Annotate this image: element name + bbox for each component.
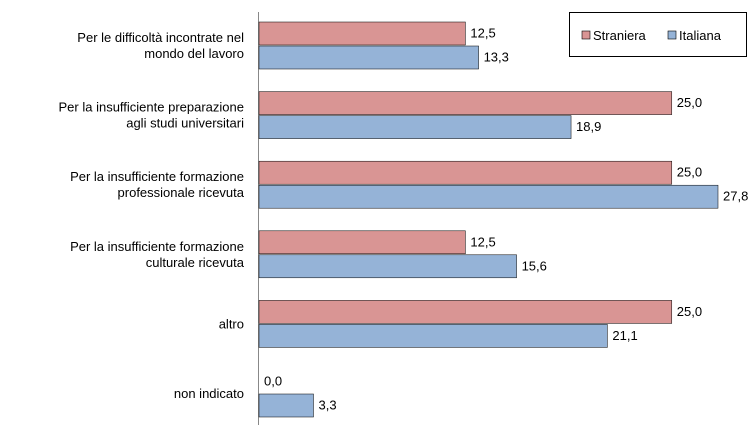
- legend-frame: [569, 12, 747, 57]
- value-label-straniera: 0,0: [264, 374, 282, 389]
- bar-italiana: [258, 115, 572, 139]
- value-label-straniera: 25,0: [677, 304, 702, 319]
- bar-italiana: [258, 254, 517, 279]
- value-label-italiana: 15,6: [522, 258, 547, 273]
- legend-label-straniera: Straniera: [593, 28, 647, 43]
- bar-straniera: [258, 91, 673, 115]
- legend-swatch-straniera: [581, 30, 591, 40]
- category-label-line: mondo del lavoro: [144, 46, 244, 61]
- bar-straniera: [258, 230, 466, 255]
- value-label-italiana: 27,8: [723, 189, 748, 204]
- category-label: Per la insufficiente formazione professio…: [70, 169, 245, 200]
- value-label-straniera: 12,5: [470, 234, 495, 249]
- category-label-line: Per la insufficiente formazione: [70, 239, 244, 254]
- legend-swatch-italiana: [667, 30, 677, 40]
- category-label: Per la insufficiente formazione culturale…: [70, 239, 245, 270]
- category-label: Per le difficoltà incontrate nel mondo de…: [77, 30, 244, 61]
- category-label: non indicato: [174, 386, 244, 401]
- category-label-line: culturale ricevuta: [146, 255, 245, 270]
- category-label-line: agli studi universitari: [126, 116, 244, 131]
- category-label-line: Per la insufficiente formazione: [70, 169, 244, 184]
- legend-label-italiana: Italiana: [679, 28, 722, 43]
- category-label-line: Per le difficoltà incontrate nel: [77, 30, 244, 45]
- legend: Straniera Italiana: [569, 12, 747, 57]
- category-label-line: Per la insufficiente preparazione: [59, 100, 245, 115]
- value-label-italiana: 13,3: [484, 50, 509, 65]
- bar-italiana: [258, 324, 608, 348]
- value-label-italiana: 3,3: [318, 398, 336, 413]
- bar-italiana: [258, 184, 719, 209]
- bar-straniera: [258, 160, 673, 185]
- category-label: Per la insufficiente preparazione agli st…: [59, 100, 245, 131]
- value-label-straniera: 12,5: [470, 26, 495, 41]
- bars-layer: Per le difficoltà incontrate nel mondo de…: [59, 21, 748, 418]
- bar-italiana: [258, 45, 479, 70]
- value-label-italiana: 18,9: [576, 119, 601, 134]
- bar-straniera: [258, 300, 673, 324]
- category-label: altro: [219, 316, 244, 331]
- category-label-line: non indicato: [174, 386, 244, 401]
- value-label-straniera: 25,0: [677, 95, 702, 110]
- bar-straniera: [258, 21, 466, 46]
- value-label-italiana: 21,1: [612, 328, 637, 343]
- category-label-line: altro: [219, 316, 244, 331]
- category-label-line: professionale ricevuta: [118, 185, 245, 200]
- bar-italiana: [258, 393, 314, 418]
- value-label-straniera: 25,0: [677, 165, 702, 180]
